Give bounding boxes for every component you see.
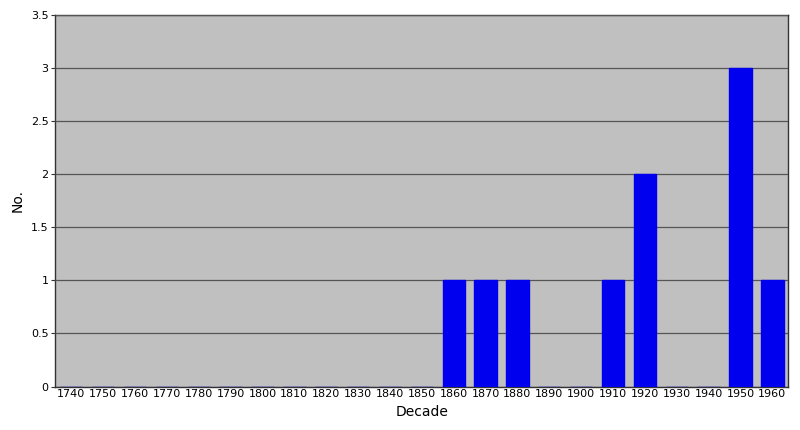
Bar bbox=[474, 280, 497, 387]
Bar bbox=[762, 280, 783, 387]
Bar bbox=[602, 280, 624, 387]
Bar bbox=[634, 174, 656, 387]
Y-axis label: No.: No. bbox=[11, 189, 25, 212]
Bar bbox=[730, 68, 752, 387]
X-axis label: Decade: Decade bbox=[395, 405, 448, 419]
Bar bbox=[442, 280, 465, 387]
Bar bbox=[506, 280, 529, 387]
